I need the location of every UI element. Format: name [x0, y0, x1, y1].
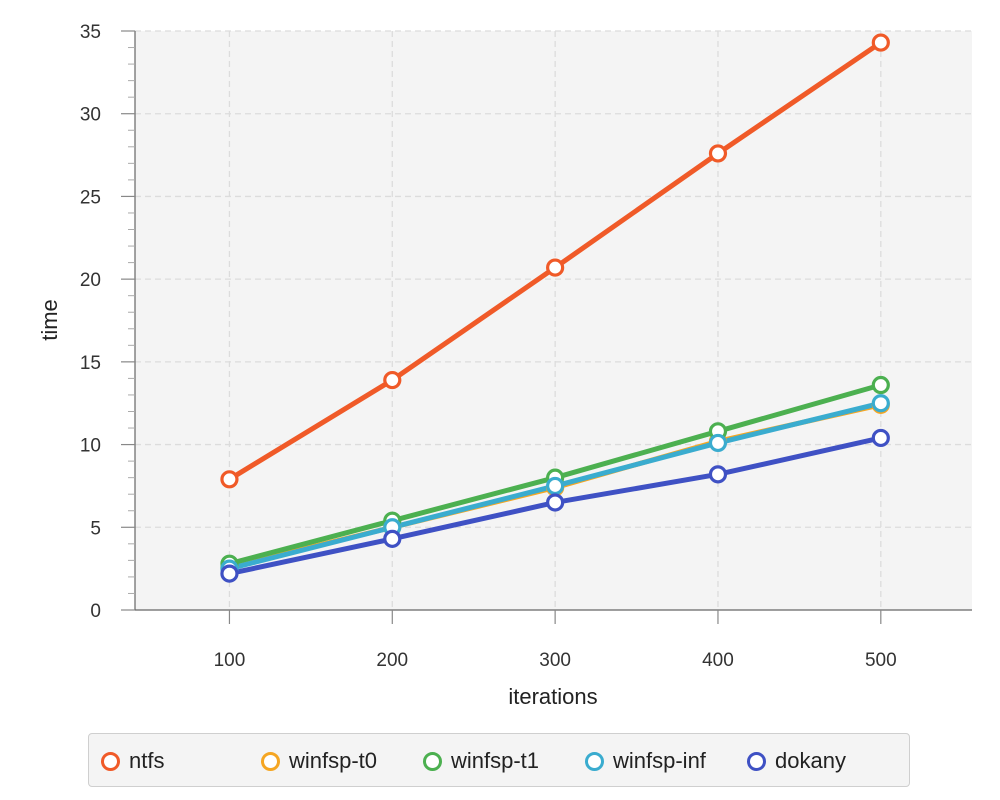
- data-point-dokany: [871, 428, 890, 448]
- legend-marker-icon: [261, 751, 280, 771]
- line-chart: 0 5 10 15 20 25 30 35 100 200 300 400 500 iteration…: [37, 22, 972, 709]
- legend-label: ntfs: [129, 748, 165, 773]
- x-tick-label: 500: [865, 650, 897, 671]
- data-point-winfsp-t1: [871, 375, 890, 395]
- y-tick-label: 20: [80, 270, 101, 291]
- y-ticks: 0 5 10 15 20 25 30 35: [80, 22, 135, 622]
- y-tick-label: 0: [90, 601, 101, 622]
- legend-marker-icon: [101, 751, 120, 771]
- plot-area: [135, 31, 972, 610]
- data-point-dokany: [708, 465, 728, 484]
- data-point-ntfs: [383, 370, 402, 390]
- legend-label: winfsp-inf: [613, 748, 706, 773]
- y-tick-label: 35: [80, 22, 101, 43]
- legend-marker-icon: [585, 751, 604, 771]
- data-point-ntfs: [220, 470, 239, 489]
- legend-label: winfsp-t1: [451, 748, 540, 773]
- legend-item-winfsp-t1[interactable]: winfsp-t1: [423, 734, 539, 788]
- data-point-dokany: [546, 493, 565, 512]
- y-tick-label: 25: [80, 187, 101, 208]
- data-point-winfsp-inf: [546, 476, 565, 496]
- legend-marker-icon: [423, 751, 442, 771]
- x-axis-title: iterations: [508, 684, 597, 709]
- x-tick-label: 400: [702, 650, 734, 671]
- x-ticks: 100 200 300 400 500: [214, 610, 897, 671]
- legend: ntfs winfsp-t0 winfsp-t1 winfsp-inf dokany: [88, 733, 910, 787]
- legend-label: winfsp-t0: [289, 748, 378, 773]
- data-point-dokany: [383, 529, 402, 548]
- x-tick-label: 200: [376, 650, 408, 671]
- data-point-ntfs: [708, 144, 728, 163]
- legend-item-winfsp-inf[interactable]: winfsp-inf: [585, 734, 706, 788]
- x-tick-label: 300: [539, 650, 571, 671]
- legend-item-winfsp-t0[interactable]: winfsp-t0: [261, 734, 377, 788]
- legend-item-dokany[interactable]: dokany: [747, 734, 846, 788]
- data-point-dokany: [220, 564, 239, 583]
- y-tick-label: 10: [80, 436, 101, 457]
- axes: [134, 31, 972, 611]
- y-tick-label: 15: [80, 353, 101, 374]
- data-point-winfsp-inf: [708, 433, 728, 453]
- legend-item-ntfs[interactable]: ntfs: [101, 734, 164, 788]
- data-point-ntfs: [871, 33, 890, 52]
- series: [220, 33, 890, 583]
- legend-label: dokany: [775, 748, 846, 773]
- data-point-winfsp-inf: [871, 394, 890, 413]
- y-tick-label: 5: [90, 518, 101, 539]
- y-tick-label: 30: [80, 105, 101, 126]
- legend-marker-icon: [747, 751, 766, 771]
- x-tick-label: 100: [214, 650, 246, 671]
- data-point-ntfs: [546, 258, 565, 277]
- y-axis-title: time: [37, 299, 62, 341]
